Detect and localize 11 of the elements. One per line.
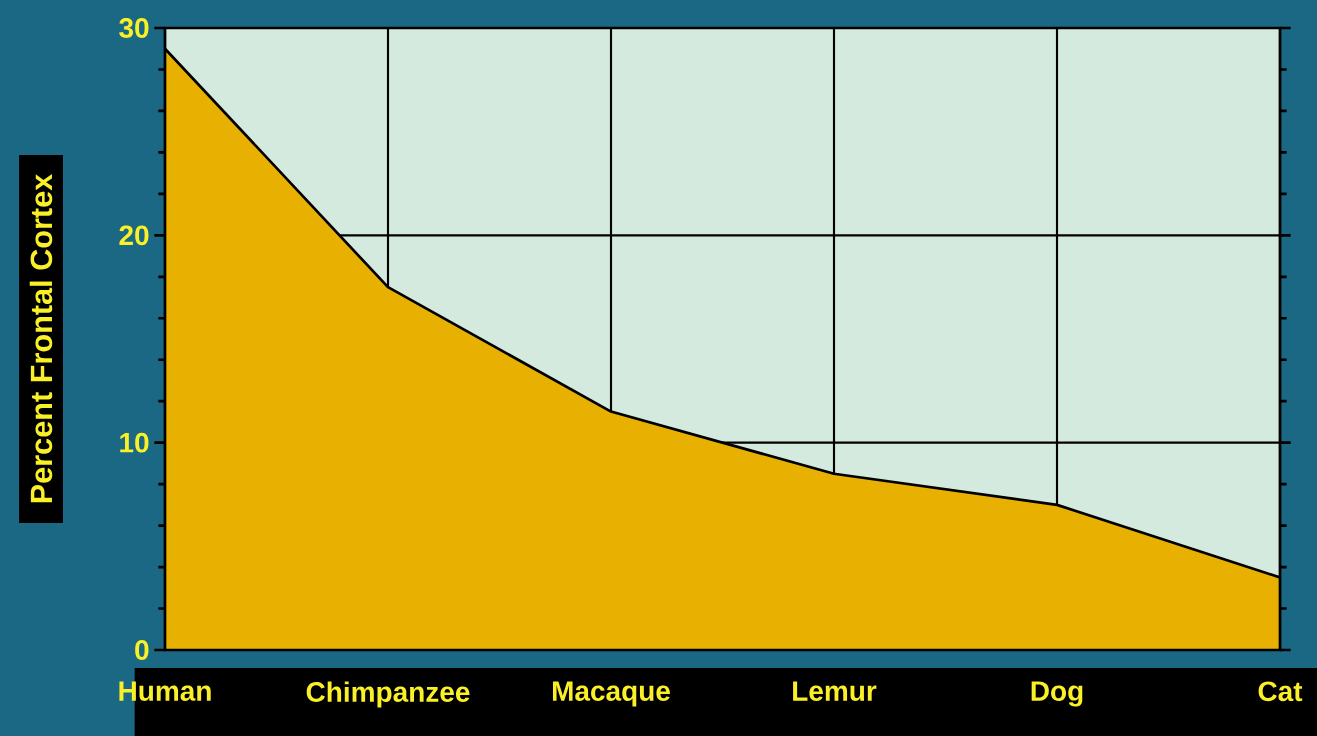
x-tick-label: Macaque <box>552 681 670 707</box>
y-tick-label: 20 <box>119 225 149 246</box>
x-tick-label: Human <box>119 681 211 701</box>
x-tick-label: Lemur <box>793 681 877 701</box>
x-tick-label: Dog <box>1031 681 1083 707</box>
y-tick-label: 0 <box>135 640 149 660</box>
y-tick-label: 10 <box>120 432 149 453</box>
x-tick-label: Cat <box>1258 681 1303 702</box>
y-axis-title: Percent Frontal Cortex <box>29 173 53 503</box>
x-tick-label: Chimpanzee <box>306 681 470 708</box>
y-tick-label: 30 <box>119 18 149 38</box>
